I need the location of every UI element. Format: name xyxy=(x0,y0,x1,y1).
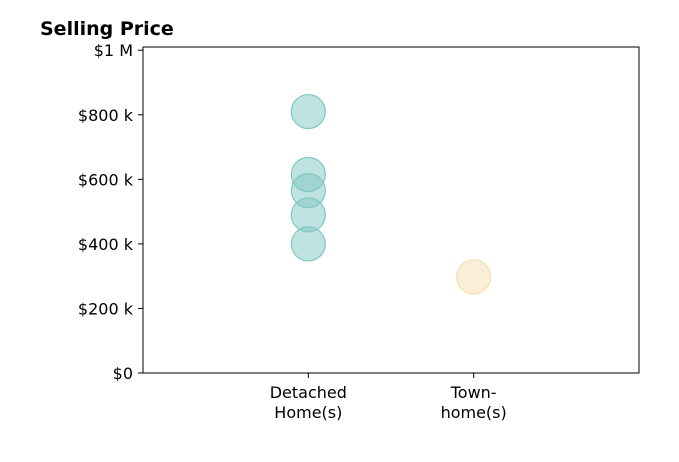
y-tick-label: $1 M xyxy=(94,41,133,60)
data-point xyxy=(290,226,326,262)
chart-title: Selling Price xyxy=(40,18,174,40)
y-tick-label: $0 xyxy=(113,364,133,383)
y-tick-label: $200 k xyxy=(78,299,134,318)
plot-area: $0 $200 k $400 k $600 k $800 k $1 M Detached Ho… xyxy=(78,41,640,422)
data-point xyxy=(456,259,492,295)
y-tick-label: $400 k xyxy=(78,235,134,254)
plot-frame xyxy=(142,46,640,374)
data-point xyxy=(290,93,326,130)
y-tick-label: $800 k xyxy=(78,106,134,125)
y-tick-label: $600 k xyxy=(78,170,134,189)
x-tick-label: Detached Home(s) xyxy=(270,383,347,422)
x-tick-label: Town-home(s) xyxy=(441,383,507,422)
